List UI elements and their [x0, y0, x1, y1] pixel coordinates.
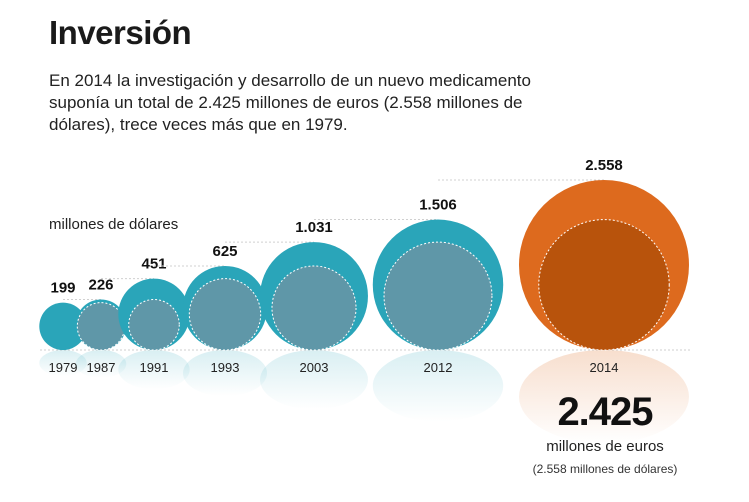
bubble-reflection	[118, 350, 190, 390]
page-title: Inversión	[49, 14, 192, 51]
value-label: 1.031	[295, 219, 333, 236]
year-label: 1979	[49, 360, 78, 375]
previous-value-circle	[188, 278, 262, 351]
bubble-reflection	[39, 350, 87, 377]
year-label: 1993	[211, 360, 240, 375]
highlight-value: 2.425	[557, 390, 653, 434]
bubble	[39, 302, 87, 350]
year-label: 2012	[424, 360, 453, 375]
bubble-reflection	[75, 350, 127, 378]
previous-value-circle	[538, 219, 670, 351]
previous-value-circle	[76, 302, 126, 351]
highlight-note: (2.558 millones de dólares)	[532, 462, 678, 476]
year-label: 2003	[300, 360, 329, 375]
highlight-unit: millones de euros	[546, 438, 664, 455]
previous-value-circle	[128, 298, 180, 351]
unit-label: millones de dólares	[49, 216, 179, 233]
value-label: 451	[141, 256, 166, 273]
year-label: 1991	[140, 360, 169, 375]
page-subtitle: En 2014 la investigación y desarrollo de…	[49, 71, 531, 134]
value-label: 2.558	[585, 157, 623, 174]
year-label: 2014	[590, 360, 619, 375]
previous-value-circle	[383, 241, 493, 351]
bubble-reflection	[519, 350, 689, 444]
value-label: 1.506	[419, 197, 457, 214]
value-label: 226	[88, 276, 113, 293]
previous-value-circle	[271, 265, 357, 351]
value-label: 625	[212, 243, 237, 260]
value-label: 199	[50, 280, 75, 297]
bubble-reflection	[182, 350, 268, 397]
bubble-reflection	[260, 350, 368, 410]
year-label: 1987	[87, 360, 116, 375]
bubble-reflection	[372, 350, 504, 422]
